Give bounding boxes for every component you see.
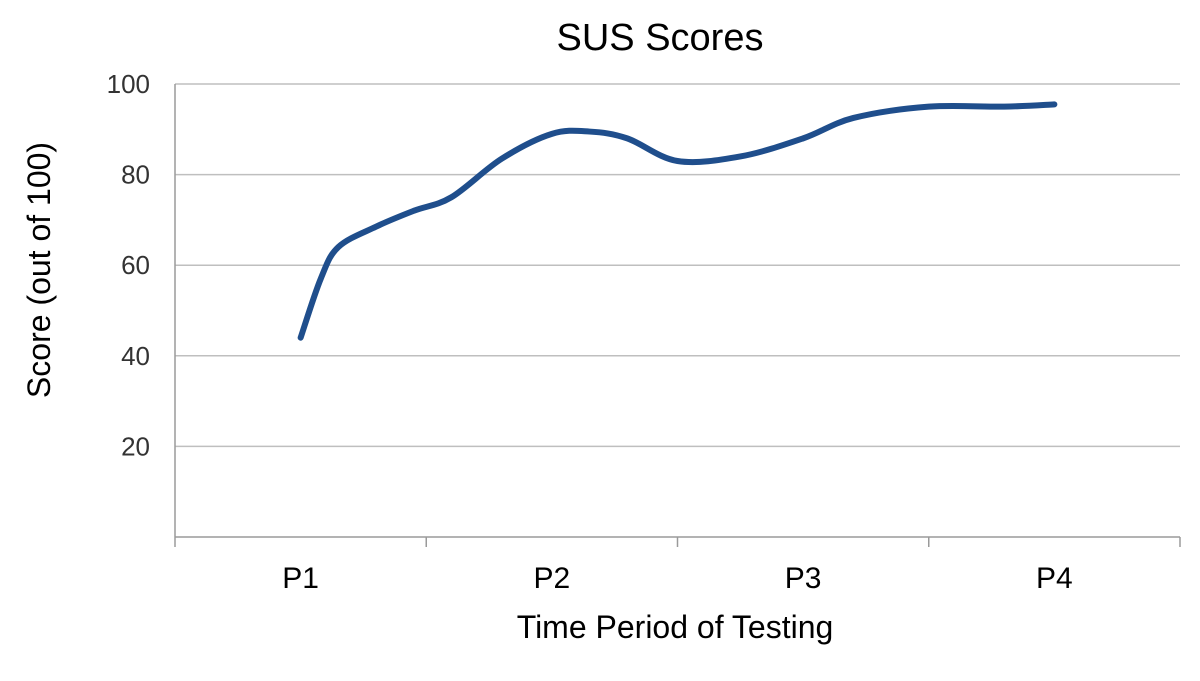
gridlines [175, 83, 1180, 448]
x-tick-label: P3 [785, 562, 822, 595]
x-tick-labels: P1 P2 P3 P4 [282, 562, 1072, 595]
y-tick-label: 60 [121, 250, 150, 280]
y-axis-title: Score (out of 100) [21, 142, 57, 398]
axes [174, 84, 1181, 547]
y-tick-label: 20 [121, 431, 150, 461]
x-tick-label: P1 [282, 562, 319, 595]
series-line [297, 101, 1058, 341]
y-tick-labels: 20 40 60 80 100 [107, 69, 150, 461]
y-tick-label: 40 [121, 341, 150, 371]
x-tick-label: P4 [1036, 562, 1073, 595]
chart-title: SUS Scores [557, 17, 764, 59]
x-axis-title: Time Period of Testing [517, 609, 834, 645]
y-tick-label: 100 [107, 69, 150, 99]
x-tick-label: P2 [534, 562, 571, 595]
y-tick-label: 80 [121, 160, 150, 190]
series-lines [297, 101, 1058, 341]
